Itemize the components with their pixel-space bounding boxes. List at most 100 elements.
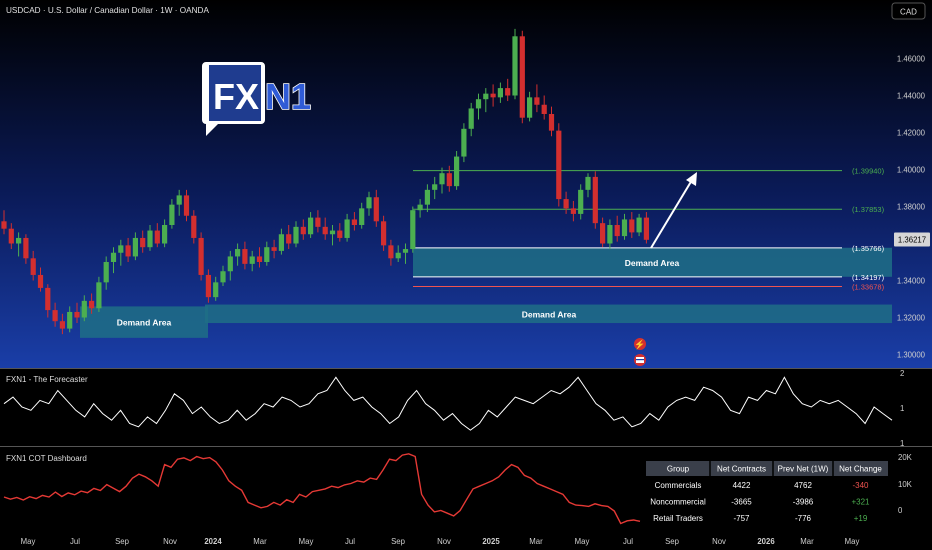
cot-tick-label: 0: [898, 506, 903, 515]
cot-table-cell: Noncommercial: [650, 498, 706, 507]
candle-body: [512, 36, 518, 96]
cot-indicator: 20K 10K 0: [3, 453, 913, 525]
candle-body: [220, 271, 226, 283]
time-tick-label: Jul: [345, 537, 355, 546]
candle-body: [8, 228, 14, 244]
candle-body: [578, 189, 584, 214]
time-tick-label: Nov: [712, 537, 726, 546]
forecast-arrow: [650, 172, 697, 249]
cot-table-cell: -757: [733, 514, 750, 523]
candle-body: [351, 219, 357, 225]
candle-body: [59, 321, 65, 329]
time-tick-label: May: [299, 537, 314, 546]
candle-body: [614, 225, 620, 237]
cot-table-header-bg: [646, 461, 888, 476]
candle-body: [322, 226, 328, 235]
currency-badge[interactable]: CAD: [891, 2, 926, 20]
symbol-title: USDCAD · U.S. Dollar / Canadian Dollar ·…: [6, 6, 209, 15]
candle-body: [67, 311, 73, 329]
flag-event-icon[interactable]: [634, 354, 646, 366]
candle-body: [37, 274, 44, 288]
demand-zones: Demand Area Demand Area Demand Area: [80, 247, 892, 338]
forecaster-tick-label: 1: [900, 439, 904, 448]
level-label: (1.35766): [852, 244, 885, 253]
candle-body: [191, 215, 197, 238]
candle-body: [205, 274, 211, 298]
candle-body: [563, 199, 569, 209]
candle-body: [103, 262, 109, 283]
price-tick-label: 1.38000: [897, 203, 926, 212]
candle-body: [592, 176, 598, 224]
time-tick-label: May: [845, 537, 860, 546]
currency-badge-label: CAD: [900, 8, 917, 17]
candle-body: [461, 128, 467, 157]
forecaster-tick-label: 2: [900, 369, 904, 378]
level-label: (1.37853): [852, 205, 885, 214]
time-tick-label: May: [575, 537, 590, 546]
candle-body: [154, 230, 160, 244]
candle-body: [629, 219, 635, 233]
time-tick-label: May: [21, 537, 36, 546]
candle-body: [381, 221, 387, 246]
candle-body: [600, 223, 606, 244]
time-axis[interactable]: May Jul Sep Nov 2024 Mar May Jul Sep Nov 2025 Mar Ma…: [21, 537, 860, 546]
level-label: (1.33678): [852, 282, 885, 291]
forecaster-indicator: 2 1 1: [3, 369, 904, 448]
forecaster-line: [3, 376, 893, 431]
candle-body: [490, 93, 496, 98]
candle-body: [23, 237, 29, 259]
candle-body: [344, 219, 350, 238]
time-tick-label: 2025: [482, 537, 500, 546]
price-tick-label: 1.40000: [897, 166, 926, 175]
cot-table-header: Net Contracts: [717, 465, 766, 474]
cot-tick-label: 20K: [898, 453, 913, 462]
candle-body: [359, 208, 365, 225]
level-label: (1.34197): [852, 273, 885, 282]
candle-body: [132, 237, 138, 257]
cot-table-cell: +321: [851, 498, 870, 507]
time-tick-label: Sep: [391, 537, 406, 546]
level-label: (1.39940): [852, 167, 885, 176]
last-price-label: 1.36217: [898, 235, 926, 244]
candle-body: [74, 311, 80, 318]
cot-table-cell: Retail Traders: [653, 514, 703, 523]
lightning-event-icon[interactable]: ⚡: [634, 338, 646, 351]
time-tick-label: Nov: [437, 537, 451, 546]
cot-table-header: Net Change: [839, 465, 882, 474]
logo-text-right: N1: [265, 76, 311, 117]
cot-table-cell: 4762: [794, 481, 812, 490]
logo-text-left: FX: [213, 76, 259, 117]
candle-body: [45, 287, 51, 311]
fxn1-logo: FX N1: [202, 62, 312, 136]
candle-body: [424, 189, 430, 205]
candle-body: [235, 249, 241, 257]
candle-body: [497, 88, 503, 98]
time-tick-label: Sep: [665, 537, 680, 546]
cot-tick-label: 10K: [898, 480, 913, 489]
candle-body: [607, 225, 613, 244]
candle-body: [271, 247, 277, 251]
candle-body: [388, 245, 394, 259]
price-tick-label: 1.44000: [897, 92, 926, 101]
candle-body: [541, 104, 547, 114]
forecaster-tick-label: 1: [900, 404, 904, 413]
candle-body: [417, 204, 423, 211]
time-tick-label: 2024: [204, 537, 222, 546]
time-tick-label: 2026: [757, 537, 775, 546]
candle-body: [395, 252, 401, 259]
candle-body: [140, 237, 146, 248]
candle-body: [278, 234, 284, 251]
candle-body: [534, 97, 540, 105]
demand-zone-label: Demand Area: [522, 309, 577, 319]
candle-body: [89, 300, 95, 309]
candle-body: [366, 197, 372, 209]
time-tick-label: Mar: [529, 537, 543, 546]
candle-body: [308, 217, 314, 235]
candle-body: [213, 282, 219, 298]
candle-body: [264, 247, 270, 262]
candle-body: [556, 130, 562, 200]
price-axis[interactable]: 1.300001.320001.340001.360001.380001.400…: [894, 55, 930, 360]
cot-table: Group Net Contracts Prev Net (1W) Net Chang…: [646, 461, 888, 523]
price-tick-label: 1.34000: [897, 277, 926, 286]
